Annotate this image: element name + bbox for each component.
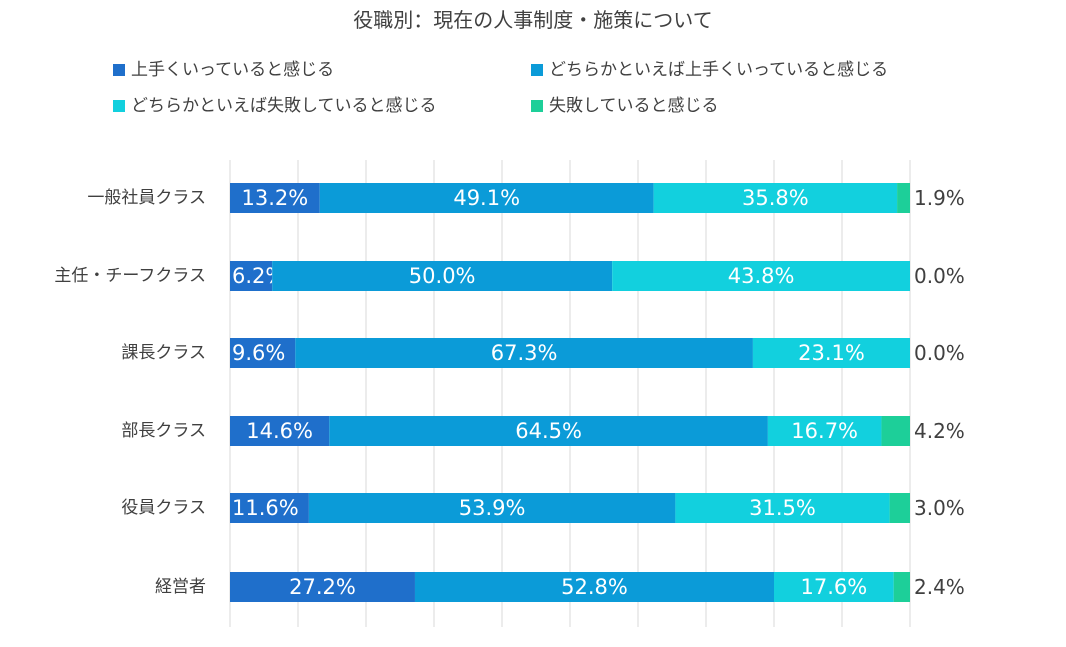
bar-segment [230,261,273,291]
data-label: 23.1% [798,341,865,365]
data-label: 11.6% [232,496,299,520]
data-label: 9.6% [232,341,285,365]
bars: 13.2% 49.1% 35.8% 1.9%6.2% 50.0% 43.8% 0.0%9.6… [230,183,965,602]
data-label: 17.6% [800,575,867,599]
data-label: 31.5% [749,496,816,520]
legend-swatch [113,64,125,76]
data-label: 52.8% [561,575,628,599]
bar-segment [319,183,654,213]
data-label: 64.5% [515,419,582,443]
data-label: 16.7% [791,419,858,443]
bar-segment [230,416,330,446]
bar-segment [767,416,882,446]
data-label: 27.2% [289,575,356,599]
bar-segment [774,572,894,602]
legend-swatch [531,64,543,76]
category-label: 経営者 [155,577,206,597]
bar-segment [752,338,910,368]
data-label: 13.2% [242,186,309,210]
bar-segment [893,572,910,602]
bar-segment [881,416,910,446]
legend-label: どちらかといえば上手くいっていると感じる [549,60,888,80]
bar-segment [230,338,296,368]
data-label: 0.0% [914,264,965,288]
bar-segment [329,416,768,446]
data-label: 4.2% [914,419,965,443]
chart-title: 役職別：現在の人事制度・施策について [353,8,712,32]
category-label: 役員クラス [121,498,206,518]
data-label: 2.4% [914,575,965,599]
legend-label: 失敗していると感じる [549,96,719,116]
bar-segment [295,338,753,368]
data-label: 3.0% [914,496,965,520]
bar-segment [414,572,774,602]
bar-segment [653,183,898,213]
data-label: 67.3% [491,341,558,365]
legend-label: 上手くいっていると感じる [131,60,334,80]
data-label: 43.8% [728,264,795,288]
category-label: 部長クラス [121,421,206,441]
data-label: 53.9% [459,496,526,520]
data-label: 35.8% [742,186,809,210]
bar-segment [272,261,613,291]
category-label: 課長クラス [121,343,206,363]
data-label: 14.6% [246,419,313,443]
category-label: 一般社員クラス [87,188,206,208]
data-label: 0.0% [914,341,965,365]
gridlines [229,160,911,627]
bar-segment [230,493,309,523]
bar-segment [612,261,910,291]
legend-swatch [113,100,125,112]
data-label: 50.0% [409,264,476,288]
bar-segment [230,572,415,602]
legend-label: どちらかといえば失敗していると感じる [131,96,437,116]
data-label: 1.9% [914,186,965,210]
category-label: 主任・チーフクラス [54,266,206,286]
data-label: 49.1% [453,186,520,210]
bar-segment [889,493,910,523]
bar-segment [675,493,890,523]
legend-swatch [531,100,543,112]
bar-segment [230,183,320,213]
bar-segment [897,183,910,213]
bar-segment [308,493,676,523]
legend: 上手くいっていると感じる どちらかといえば上手くいっていると感じるどちらかといえば… [113,60,888,116]
